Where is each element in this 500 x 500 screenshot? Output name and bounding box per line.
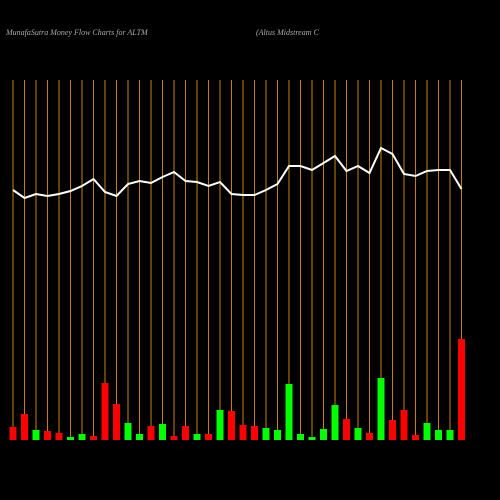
bar bbox=[228, 411, 235, 440]
bar bbox=[113, 404, 120, 440]
bar bbox=[435, 430, 442, 440]
bar bbox=[251, 426, 258, 440]
bar bbox=[182, 426, 189, 440]
bar bbox=[159, 424, 166, 440]
bar bbox=[331, 405, 339, 440]
bar bbox=[366, 433, 373, 440]
bar bbox=[44, 431, 51, 440]
bar bbox=[170, 436, 178, 440]
bar bbox=[343, 419, 350, 440]
bar bbox=[216, 410, 224, 440]
bar bbox=[446, 430, 454, 440]
bar bbox=[285, 384, 293, 440]
bar bbox=[320, 429, 327, 440]
bar bbox=[101, 383, 109, 440]
money-flow-line bbox=[12, 146, 463, 200]
bar bbox=[136, 434, 143, 440]
bar bbox=[78, 434, 86, 440]
bar bbox=[458, 339, 465, 440]
bar bbox=[354, 428, 362, 440]
bar bbox=[377, 378, 385, 440]
bar bbox=[239, 425, 247, 440]
bar bbox=[400, 410, 408, 440]
bar bbox=[55, 433, 63, 440]
bar bbox=[124, 423, 132, 440]
bar bbox=[274, 430, 281, 440]
bar bbox=[412, 435, 419, 440]
bar bbox=[205, 434, 212, 440]
chart-subtitle: (Altus Midstream C bbox=[256, 28, 319, 37]
bar bbox=[32, 430, 40, 440]
bar bbox=[193, 434, 201, 440]
bar bbox=[308, 437, 316, 440]
bar bbox=[423, 423, 431, 440]
bar bbox=[9, 427, 17, 440]
bar bbox=[262, 428, 270, 440]
bar bbox=[297, 434, 304, 440]
bar bbox=[90, 436, 97, 440]
bar bbox=[147, 426, 155, 440]
chart-title: MunafaSutra Money Flow Charts for ALTM bbox=[5, 28, 149, 37]
bar bbox=[21, 414, 28, 440]
bar bbox=[67, 437, 74, 440]
bar bbox=[389, 420, 396, 440]
